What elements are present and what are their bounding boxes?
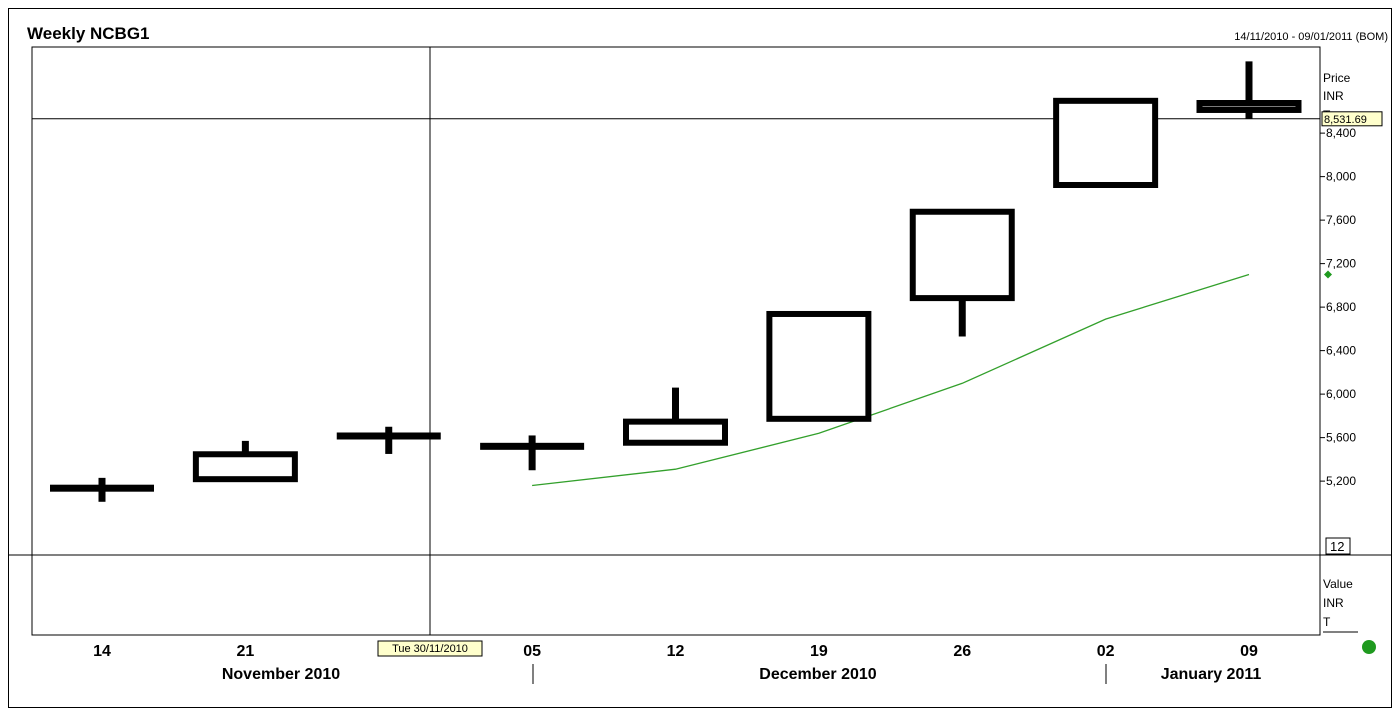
candle[interactable] <box>909 208 1015 337</box>
candle[interactable] <box>50 477 154 502</box>
candle-body <box>623 418 728 446</box>
candle[interactable] <box>623 387 728 446</box>
candle[interactable] <box>1196 61 1302 119</box>
average-marker <box>1324 270 1332 279</box>
chart-title: Weekly NCBG1 <box>27 24 150 43</box>
moving-average-layer <box>532 270 1332 487</box>
candle[interactable] <box>1053 97 1159 188</box>
price-tick-label: 5,200 <box>1326 474 1356 488</box>
candle[interactable] <box>766 310 872 422</box>
price-tick-label: 6,800 <box>1326 300 1356 314</box>
period-box <box>1325 537 1351 555</box>
x-tick-label: 05 <box>523 643 541 660</box>
crosshair-price-label: 8,531.69 <box>1324 114 1367 126</box>
price-tick-label: 8,400 <box>1326 126 1356 140</box>
period-label: 12 <box>1330 539 1344 554</box>
x-tick-label: 21 <box>236 643 254 660</box>
value-axis-label-line: T <box>1323 615 1331 629</box>
candle[interactable] <box>480 435 585 471</box>
x-tick-label: 12 <box>667 643 685 660</box>
candle-body <box>50 484 154 492</box>
candle-body <box>1053 97 1159 188</box>
month-label: November 2010 <box>222 666 340 683</box>
value-axis-label-line: INR <box>1323 596 1344 610</box>
candle[interactable] <box>192 440 298 483</box>
value-axis-label: Value INR T <box>1323 577 1358 633</box>
candles-layer <box>50 61 1302 502</box>
value-axis-label-line: Value <box>1323 577 1353 591</box>
x-tick-label: 09 <box>1240 643 1258 660</box>
candle-body <box>336 432 441 440</box>
moving-average-line[interactable] <box>532 273 1250 487</box>
date-range: 14/11/2010 - 09/01/2011 (BOM) <box>1234 31 1388 43</box>
price-tick-label: 6,000 <box>1326 387 1356 401</box>
candle-body <box>909 208 1015 302</box>
crosshair-date-tag <box>377 640 483 657</box>
candle-body <box>1196 100 1302 113</box>
crosshair-date-label: Tue 30/11/2010 <box>392 643 468 655</box>
x-tick-label: 19 <box>810 643 828 660</box>
candle[interactable] <box>336 426 441 454</box>
crosshair-price-tag <box>1321 111 1383 127</box>
price-tick-label: 7,600 <box>1326 213 1356 227</box>
x-ticks: 14 21 05 12 19 26 02 09 <box>93 643 1258 660</box>
marker-dot[interactable] <box>1362 640 1376 654</box>
price-tick-label: 7,200 <box>1326 257 1356 271</box>
candle-body <box>192 451 298 483</box>
plot-area[interactable] <box>31 46 1321 636</box>
candle-body <box>480 442 585 450</box>
month-label: January 2011 <box>1161 666 1262 683</box>
price-tick-label: 8,000 <box>1326 170 1356 184</box>
x-tick-label: 26 <box>953 643 971 660</box>
price-axis-label-line: INR <box>1323 89 1344 103</box>
price-tick-label: 5,600 <box>1326 431 1356 445</box>
price-ticks: 8,400 8,000 7,600 7,200 6,800 6,400 6,000 5,600… <box>1320 126 1356 488</box>
x-tick-label: 02 <box>1097 643 1115 660</box>
chart-frame <box>8 8 1392 708</box>
price-tick-label: 6,400 <box>1326 344 1356 358</box>
price-axis-label-line: Price <box>1323 71 1351 85</box>
month-label: December 2010 <box>759 666 877 683</box>
x-tick-label: 14 <box>93 643 111 660</box>
candle-body <box>766 310 872 422</box>
